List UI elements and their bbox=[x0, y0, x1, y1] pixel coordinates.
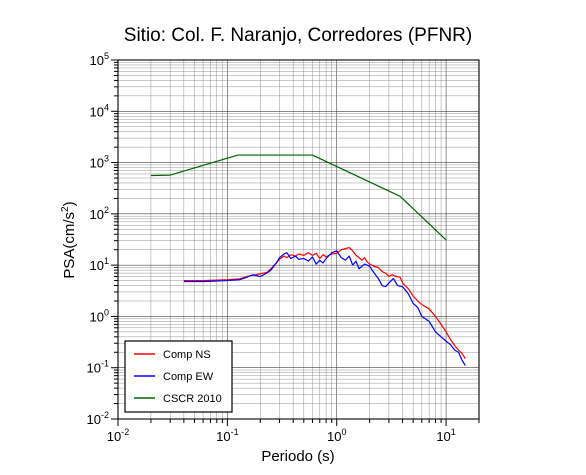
y-tick-label: 100 bbox=[90, 307, 109, 324]
x-tick-base: 10 bbox=[107, 429, 121, 444]
legend-label: CSCR 2010 bbox=[163, 393, 222, 405]
y-tick-exp: 0 bbox=[104, 307, 109, 317]
x-tick-exp: -2 bbox=[121, 427, 129, 437]
x-tick-label: 10-2 bbox=[107, 427, 129, 444]
plot-frame bbox=[117, 59, 480, 420]
axis-ticks bbox=[111, 59, 480, 426]
y-axis-label: PSA(cm/s2) bbox=[60, 201, 78, 278]
y-tick-label: 102 bbox=[90, 205, 109, 222]
chart-title: Sitio: Col. F. Naranjo, Corredores (PFNR… bbox=[124, 25, 472, 46]
y-tick-base: 10 bbox=[90, 104, 104, 119]
legend-label: Comp EW bbox=[163, 371, 214, 383]
y-tick-exp: 4 bbox=[104, 102, 109, 112]
y-tick-label: 104 bbox=[90, 102, 109, 119]
y-tick-exp: -1 bbox=[101, 359, 109, 369]
y-tick-base: 10 bbox=[90, 207, 104, 222]
y-axis-label-sup: 2 bbox=[60, 206, 71, 212]
x-tick-exp: 1 bbox=[451, 427, 456, 437]
x-tick-labels: 10-2 10-1 100 101 bbox=[107, 427, 456, 444]
x-tick-base: 10 bbox=[436, 429, 450, 444]
y-tick-exp: -2 bbox=[101, 410, 109, 420]
y-tick-exp: 1 bbox=[104, 256, 109, 266]
y-tick-base: 10 bbox=[87, 412, 101, 427]
y-tick-label: 105 bbox=[90, 51, 109, 68]
x-axis-label: Periodo (s) bbox=[261, 448, 334, 465]
x-tick-exp: 0 bbox=[341, 427, 346, 437]
series-line-3 bbox=[150, 154, 447, 241]
series-line-2 bbox=[183, 250, 466, 366]
y-tick-exp: 3 bbox=[104, 154, 109, 164]
series-layer bbox=[150, 154, 466, 366]
y-tick-base: 10 bbox=[90, 53, 104, 68]
x-tick-base: 10 bbox=[216, 429, 230, 444]
x-tick-exp: -1 bbox=[231, 427, 239, 437]
plot-grid bbox=[117, 59, 480, 420]
x-tick-label: 100 bbox=[327, 427, 346, 444]
x-tick-label: 101 bbox=[436, 427, 455, 444]
y-tick-base: 10 bbox=[90, 258, 104, 273]
y-axis-label-close: ) bbox=[61, 201, 78, 206]
y-tick-label: 10-1 bbox=[87, 359, 109, 376]
y-tick-label: 10-2 bbox=[87, 410, 109, 427]
y-tick-label: 101 bbox=[90, 256, 109, 273]
y-axis-label-main: PSA(cm/s bbox=[61, 212, 78, 279]
y-tick-label: 103 bbox=[90, 154, 109, 171]
y-tick-exp: 2 bbox=[104, 205, 109, 215]
legend-entries: Comp NS Comp EW CSCR 2010 bbox=[134, 349, 222, 405]
y-tick-base: 10 bbox=[90, 309, 104, 324]
legend-label: Comp NS bbox=[163, 349, 211, 361]
x-tick-base: 10 bbox=[327, 429, 341, 444]
y-tick-base: 10 bbox=[90, 156, 104, 171]
y-tick-base: 10 bbox=[87, 361, 101, 376]
x-tick-label: 10-1 bbox=[216, 427, 238, 444]
legend: Comp NS Comp EW CSCR 2010 bbox=[124, 340, 233, 413]
y-tick-exp: 5 bbox=[104, 51, 109, 61]
